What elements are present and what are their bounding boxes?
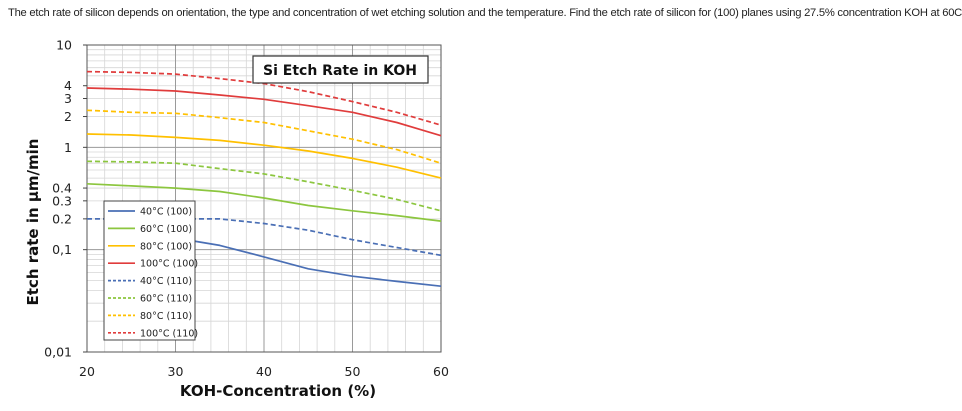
legend-label: 100°C (110): [140, 328, 198, 339]
series-line-60-c-100: [86, 182, 442, 222]
legend-label: 100°C (100): [140, 259, 198, 270]
y-tick-label: 0.4: [52, 181, 72, 196]
x-tick-labels: 20 30 40 50 60: [79, 364, 449, 379]
series-line-100-c-100: [86, 87, 442, 137]
series-line-80-c-100: [86, 133, 442, 179]
chart-title-box: Si Etch Rate in KOH: [252, 55, 429, 84]
legend: 40°C (100) 60°C (100) 80°C (100) 100°C (100…: [103, 200, 198, 341]
chart-title-frame: [252, 55, 429, 84]
legend-label: 40°C (110): [140, 276, 192, 287]
x-tick-label: 60: [433, 364, 449, 379]
legend-label: 80°C (110): [140, 311, 192, 322]
question-text: The etch rate of silicon depends on orie…: [8, 7, 962, 19]
legend-box: [103, 200, 196, 341]
x-axis-title: KOH-Concentration (%): [180, 382, 376, 400]
x-tick-label: 40: [256, 364, 272, 379]
legend-label: 60°C (110): [140, 294, 192, 305]
y-tick-label: 0,01: [44, 345, 72, 360]
x-tick-label: 20: [79, 364, 95, 379]
x-tick-label: 50: [345, 364, 361, 379]
y-tick-label: 0.2: [52, 211, 72, 226]
series-line-40-c-100: [175, 237, 442, 288]
legend-label: 40°C (100): [140, 207, 192, 218]
y-axis-title: Etch rate in µm/min: [24, 139, 42, 306]
series-line-80-c-110: [86, 109, 442, 165]
x-tick-label: 30: [168, 364, 184, 379]
y-tick-labels: 10 43 2 1 0.40.3 0.2 0,1 0,01: [44, 38, 87, 360]
plot-border: [86, 44, 442, 353]
y-tick-label: 0.3: [52, 193, 72, 208]
y-tick-label: 10: [56, 38, 72, 53]
legend-label: 80°C (100): [140, 241, 192, 252]
y-tick-label: 1: [64, 140, 72, 155]
legend-label: 60°C (100): [140, 224, 192, 235]
series-layer: [86, 70, 442, 288]
y-tick-label: 3: [64, 91, 72, 106]
y-tick-label: 0,1: [52, 242, 72, 257]
chart-title: Si Etch Rate in KOH: [263, 63, 417, 79]
y-tick-label: 4: [64, 78, 72, 93]
y-tick-label: 2: [64, 109, 72, 124]
series-line-60-c-110: [86, 160, 442, 212]
